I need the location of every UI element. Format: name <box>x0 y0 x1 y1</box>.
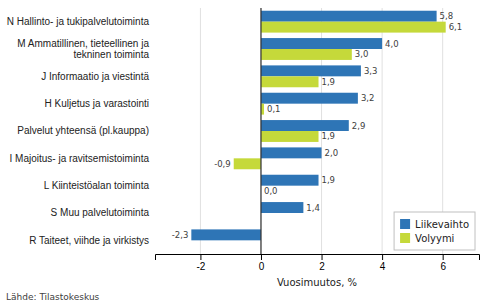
y-tick-label: M Ammatillinen, tieteellinen jatekninen … <box>17 38 149 60</box>
grid-line <box>260 8 261 254</box>
data-label: -0,9 <box>214 159 231 169</box>
legend-label: Liikevaihto <box>415 219 469 230</box>
x-axis: -2 0 2 4 6 <box>156 254 480 272</box>
data-label: 6,1 <box>449 22 463 32</box>
data-label: 2,0 <box>325 148 339 158</box>
data-label: 0,0 <box>264 186 278 196</box>
zero-line <box>260 8 261 254</box>
y-tick: M Ammatillinen, tieteellinen jatekninen … <box>17 38 155 60</box>
x-tick-label: 2 <box>319 261 325 272</box>
y-tick: I Majoitus- ja ravitsemistoiminta <box>10 153 155 164</box>
bar <box>261 76 319 87</box>
x-tick-mark <box>200 254 201 260</box>
x-tick: 6 <box>440 254 446 272</box>
y-axis: R Taiteet, viihde ja virkistys S Muu palv… <box>7 16 155 246</box>
legend-label: Volyymi <box>415 233 454 244</box>
bar <box>234 158 261 169</box>
x-tick-label: 4 <box>380 261 386 272</box>
x-tick-mark <box>382 254 383 260</box>
data-label: 4,0 <box>385 39 399 49</box>
legend: Liikevaihto Volyymi <box>394 212 475 250</box>
y-tick: Palvelut yhteensä (pl.kauppa) <box>17 125 155 136</box>
legend-swatch <box>400 233 410 243</box>
data-label: 3,3 <box>364 66 378 76</box>
chart: R Taiteet, viihde ja virkistys S Muu palv… <box>0 0 493 304</box>
y-tick: R Taiteet, viihde ja virkistys <box>29 235 155 246</box>
data-label: 3,2 <box>361 93 375 103</box>
data-labels: -2,3 1,4 1,9 2,0 2,9 3,2 3,3 4,0 5,8 0,0 -0,9 1,9 0,… <box>172 11 462 240</box>
bar <box>261 49 352 60</box>
x-axis-line <box>156 255 480 261</box>
legend-frame <box>394 212 475 250</box>
y-tick-label: H Kuljetus ja varastointi <box>45 98 150 109</box>
data-label: 0,1 <box>267 104 281 114</box>
bar <box>261 11 437 22</box>
data-label: -2,3 <box>172 230 189 240</box>
y-tick-label: L Kiinteistöalan toiminta <box>44 180 150 191</box>
annotation: Lähde: Tilastokeskus <box>6 292 100 302</box>
grid-line <box>200 8 201 254</box>
y-tick: N Hallinto- ja tukipalvelutoiminta <box>7 16 155 27</box>
x-tick-mark <box>261 254 262 260</box>
bar <box>261 175 319 186</box>
y-tick: L Kiinteistöalan toiminta <box>44 180 155 191</box>
bar <box>261 120 349 131</box>
bar <box>261 202 303 213</box>
bar <box>261 131 319 142</box>
data-label: 2,9 <box>352 121 366 131</box>
data-label: 1,9 <box>322 131 336 141</box>
x-tick-mark <box>322 254 323 260</box>
x-tick: 4 <box>380 254 386 272</box>
bar <box>261 65 361 76</box>
legend-swatch <box>400 219 410 229</box>
y-tick-label: S Muu palvelutoiminta <box>51 207 150 218</box>
y-tick: S Muu palvelutoiminta <box>51 207 155 218</box>
y-tick-label: Palvelut yhteensä (pl.kauppa) <box>17 125 149 136</box>
x-tick: 2 <box>319 254 325 272</box>
bar <box>261 93 358 104</box>
y-tick-label: N Hallinto- ja tukipalvelutoiminta <box>7 16 150 27</box>
bar <box>191 229 261 240</box>
bars <box>191 11 445 241</box>
data-label: 1,9 <box>322 77 336 87</box>
x-tick-mark <box>443 254 444 260</box>
y-tick: J Informaatio ja viestintä <box>41 71 155 82</box>
data-label: 5,8 <box>440 11 454 21</box>
x-tick-label: -2 <box>196 261 205 272</box>
data-label: 1,4 <box>306 203 320 213</box>
y-tick-label: I Majoitus- ja ravitsemistoiminta <box>10 153 150 164</box>
bar <box>261 38 382 49</box>
data-label: 3,0 <box>355 49 369 59</box>
y-tick-label: J Informaatio ja viestintä <box>41 71 149 82</box>
x-tick-label: 0 <box>259 261 265 272</box>
bar <box>261 147 322 158</box>
y-tick-label: R Taiteet, viihde ja virkistys <box>29 235 149 246</box>
x-tick: 0 <box>259 254 265 272</box>
bar <box>261 22 446 33</box>
x-tick-label: 6 <box>440 261 446 272</box>
x-axis-title: Vuosimuutos, % <box>277 277 357 288</box>
data-label: 1,9 <box>322 175 336 185</box>
x-tick: -2 <box>196 254 205 272</box>
y-tick: H Kuljetus ja varastointi <box>45 98 156 109</box>
